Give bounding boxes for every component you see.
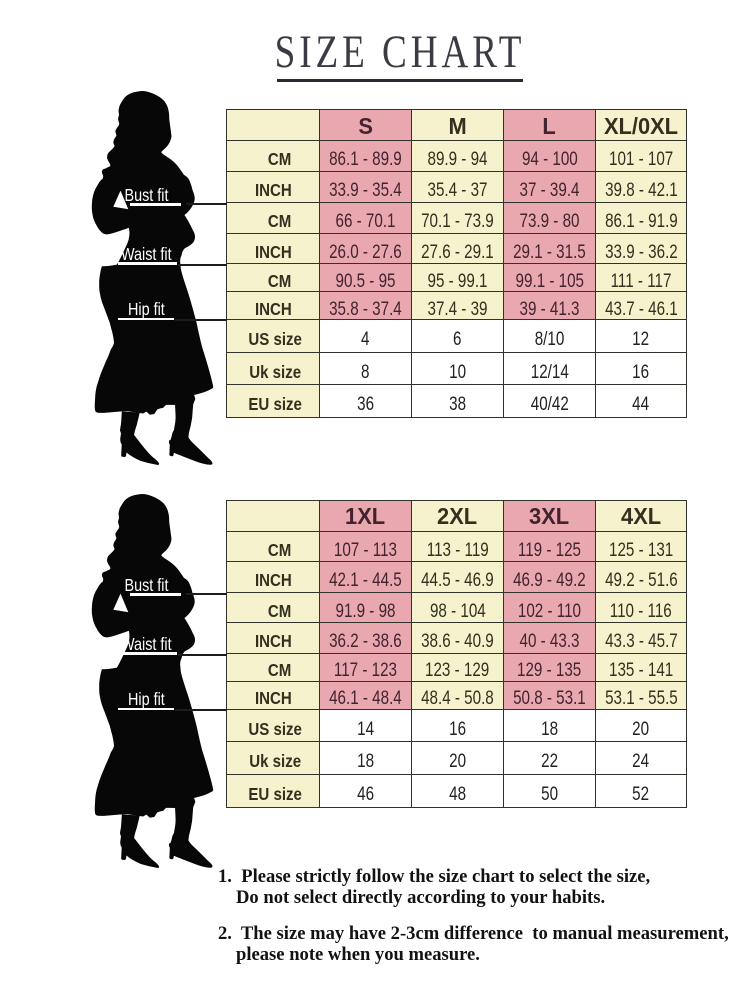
svg-text:Hip fit: Hip fit	[128, 300, 165, 320]
svg-text:Bust fit: Bust fit	[125, 186, 169, 206]
svg-text:Hip fit: Hip fit	[128, 690, 165, 710]
svg-text:Waist fit: Waist fit	[121, 635, 172, 655]
svg-text:Bust fit: Bust fit	[125, 576, 169, 596]
svg-text:Waist fit: Waist fit	[121, 245, 172, 265]
